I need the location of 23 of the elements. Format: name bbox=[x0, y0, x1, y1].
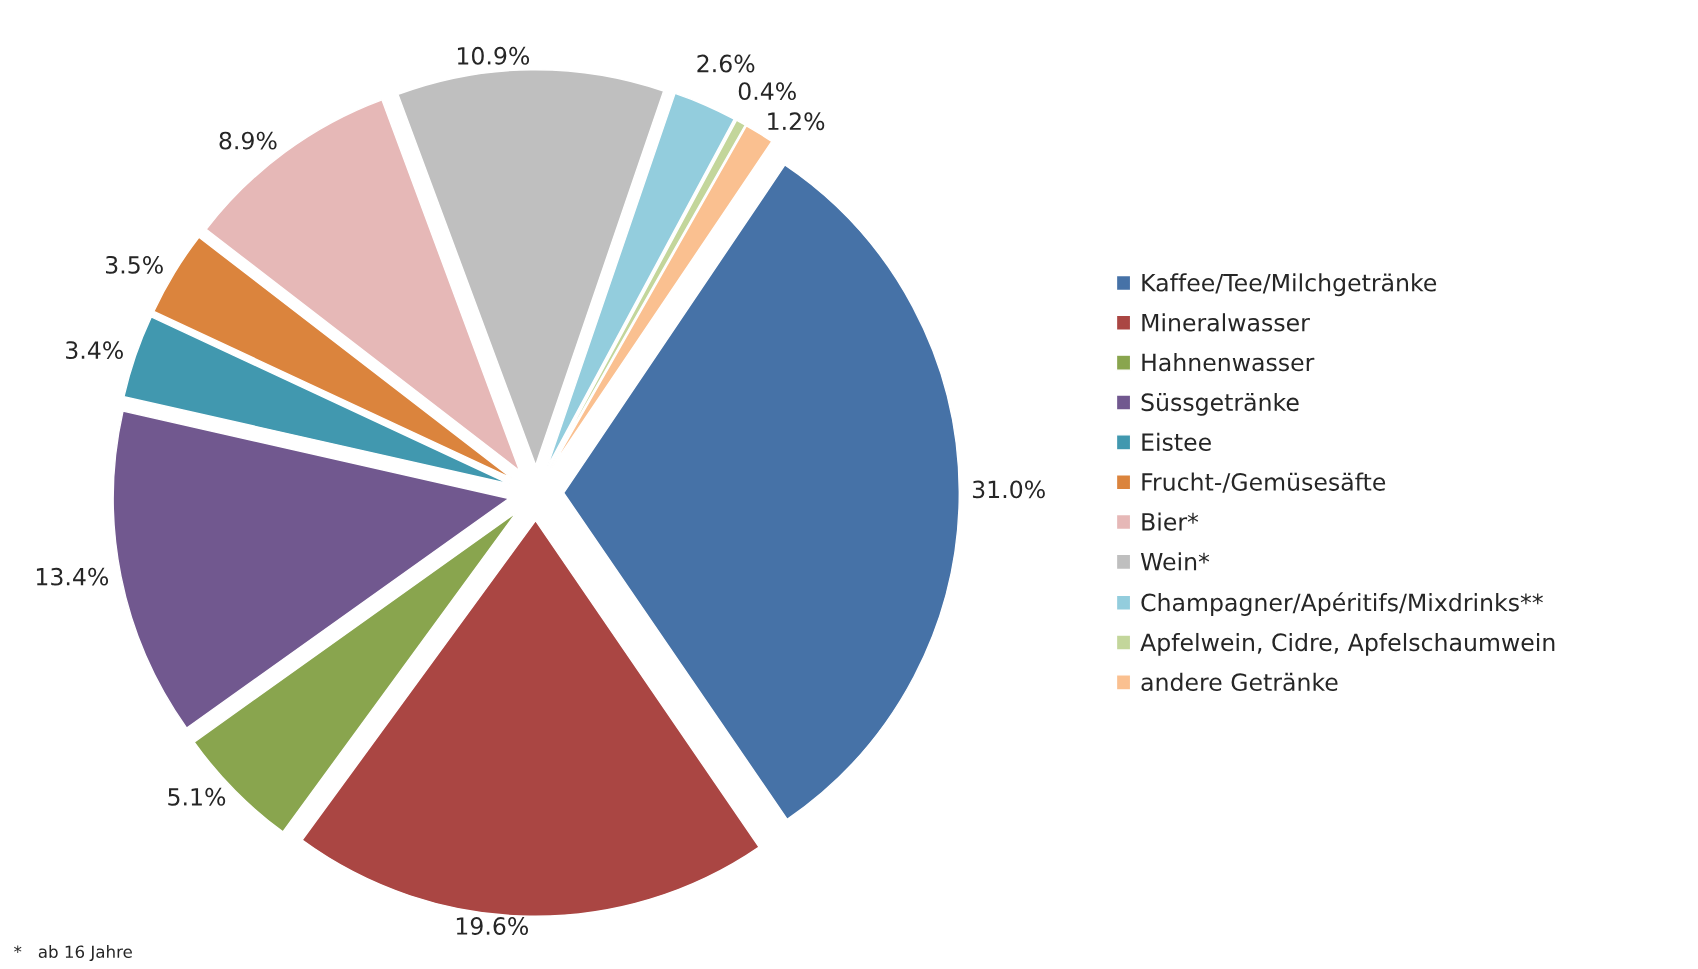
data-label: 3.4% bbox=[66, 341, 123, 360]
data-label: 3.5% bbox=[105, 255, 163, 274]
data-label: 13.4% bbox=[36, 567, 109, 586]
legend-label: Wein* bbox=[1140, 552, 1210, 571]
legend-label: Mineralwasser bbox=[1142, 313, 1310, 332]
data-label: 19.6% bbox=[456, 917, 529, 935]
data-label: 10.9% bbox=[457, 46, 530, 65]
data-label: 2.6% bbox=[697, 54, 755, 73]
legend-label: Champagner/Apéritifs/Mixdrinks** bbox=[1141, 592, 1543, 616]
legend-label: Frucht-/Gemüsesäfte bbox=[1142, 472, 1386, 493]
legend-label: Apfelwein, Cidre, Apfelschaumwein bbox=[1140, 632, 1555, 656]
legend-label: Hahnenwasser bbox=[1142, 353, 1315, 372]
data-label: 5.1% bbox=[168, 787, 226, 806]
legend-label: andere Getränke bbox=[1141, 672, 1338, 692]
legend-label: Süssgetränke bbox=[1141, 392, 1299, 416]
legend-label: Eistee bbox=[1142, 432, 1211, 452]
legend-label: Kaffee/Tee/Milchgetränke bbox=[1142, 273, 1437, 297]
data-label: 8.9% bbox=[219, 131, 277, 150]
data-label: 1.2% bbox=[768, 112, 825, 131]
text: * ab 16 Jahre bbox=[14, 945, 132, 962]
data-label: 0.4% bbox=[738, 82, 796, 101]
legend-label: Bier* bbox=[1142, 512, 1199, 531]
data-label: 31.0% bbox=[972, 480, 1045, 499]
